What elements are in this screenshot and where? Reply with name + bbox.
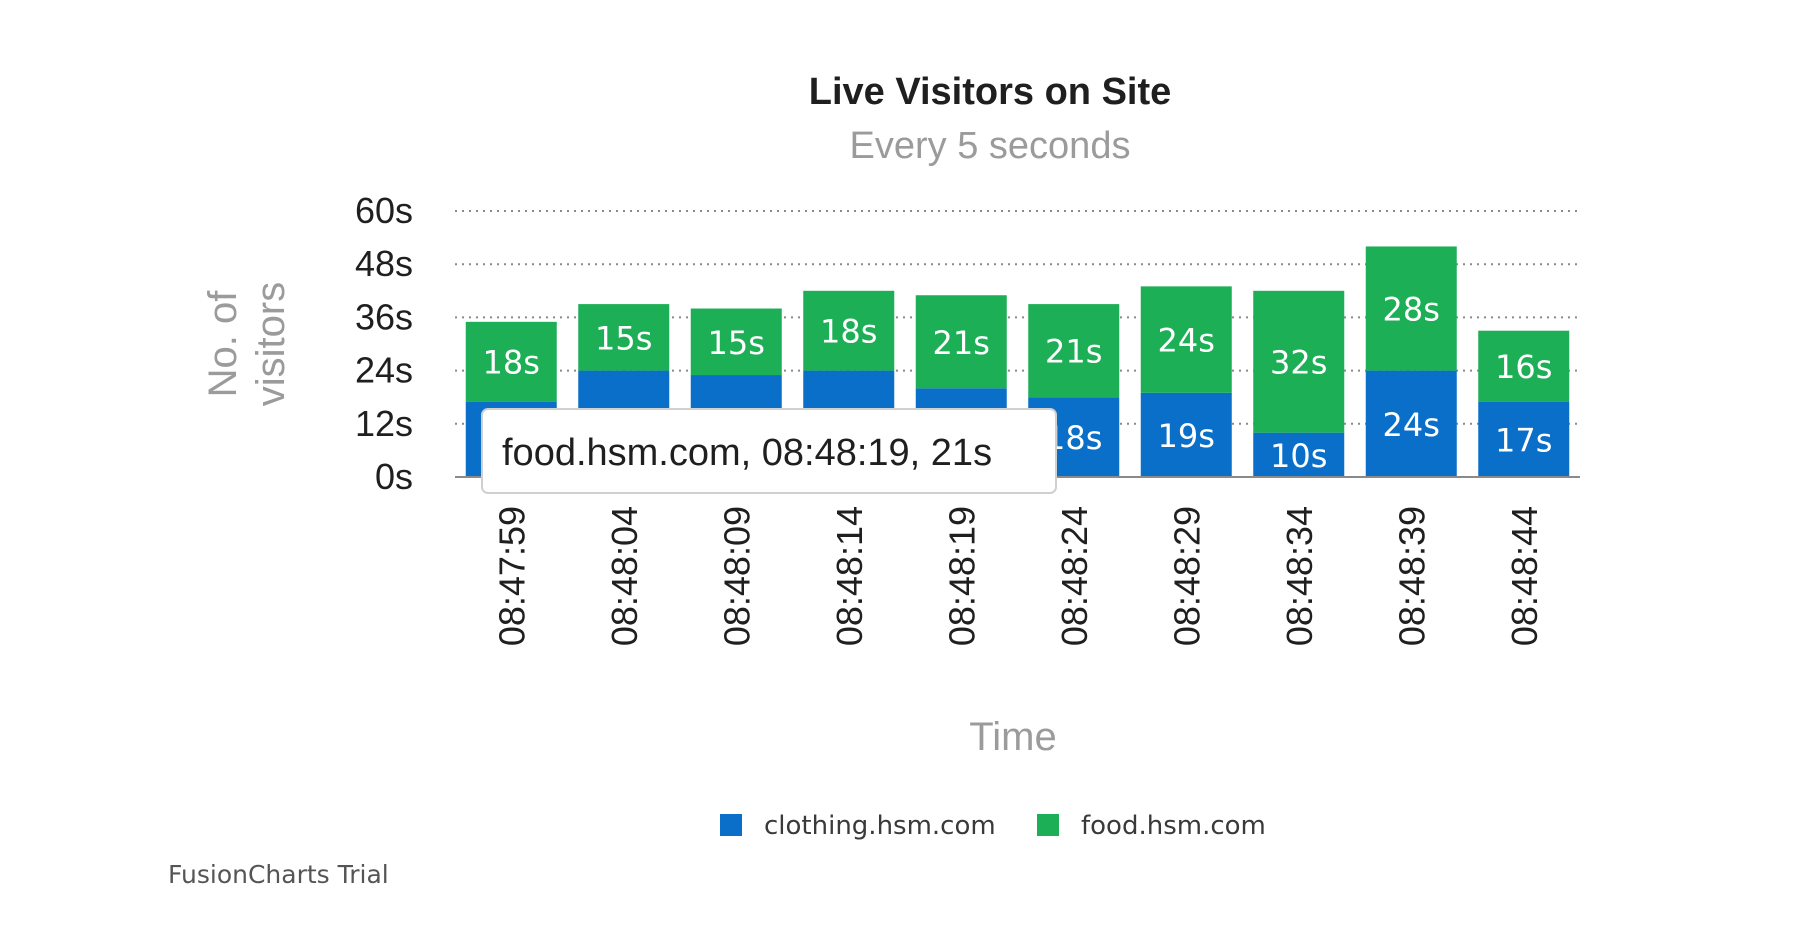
- data-label: 24s: [1383, 406, 1440, 444]
- data-label: 18s: [483, 344, 540, 382]
- x-tick-label: 08:47:59: [491, 506, 532, 646]
- data-label: 10s: [1270, 437, 1327, 475]
- bar-food: [1478, 330, 1570, 402]
- y-tick-label: 36s: [355, 296, 413, 337]
- x-axis-ticks: 08:47:59 08:48:04 08:48:09 08:48:14 08:48:19…: [491, 506, 1545, 646]
- data-label: 16s: [1495, 348, 1552, 386]
- y-axis-title: No. of visitors: [201, 282, 293, 406]
- bar-food: [803, 290, 895, 371]
- bar-clothing: [1365, 370, 1457, 477]
- legend-label: food.hsm.com: [1081, 811, 1266, 841]
- x-tick-label: 08:48:34: [1279, 506, 1320, 646]
- bar-food: [578, 304, 670, 371]
- data-label: 21s: [1045, 333, 1102, 371]
- bar-food: [690, 308, 782, 376]
- bar-food: [1028, 304, 1120, 398]
- y-tick-label: 12s: [355, 403, 413, 444]
- x-tick-label: 08:48:14: [829, 506, 870, 646]
- watermark-text: FusionCharts Trial: [168, 860, 389, 889]
- x-tick-label: 08:48:04: [604, 506, 645, 646]
- bar-food: [1365, 246, 1457, 371]
- x-tick-label: 08:48:39: [1391, 506, 1432, 646]
- x-tick-label: 08:48:09: [716, 506, 757, 646]
- data-label: 28s: [1383, 291, 1440, 329]
- tooltip: food.hsm.com, 08:48:19, 21s: [481, 408, 1057, 494]
- bar-food: [1140, 286, 1232, 393]
- y-axis-title-line-1: No. of: [201, 290, 245, 398]
- y-axis-title-line-2: visitors: [249, 282, 293, 406]
- bar-clothing: [1478, 401, 1570, 477]
- bar-food: [915, 295, 1007, 389]
- y-tick-label: 60s: [355, 190, 413, 231]
- bar-clothing: [1253, 432, 1345, 477]
- x-tick-label: 08:48:19: [941, 506, 982, 646]
- chart-title: Live Visitors on Site: [809, 71, 1172, 113]
- bar-clothing: [1140, 392, 1232, 477]
- y-axis-ticks: 0s 12s 24s 36s 48s 60s: [355, 190, 413, 497]
- x-tick-label: 08:48:24: [1054, 506, 1095, 646]
- data-label: 18s: [820, 313, 877, 351]
- y-tick-label: 24s: [355, 350, 413, 391]
- tooltip-text: food.hsm.com, 08:48:19, 21s: [502, 432, 992, 474]
- data-label: 17s: [1495, 421, 1552, 459]
- bar-food: [1253, 290, 1345, 433]
- y-tick-label: 48s: [355, 243, 413, 284]
- bar-food: [465, 321, 557, 402]
- x-tick-label: 08:48:29: [1166, 506, 1207, 646]
- tooltip-box: [481, 408, 1057, 494]
- data-label: 32s: [1270, 344, 1327, 382]
- legend-swatch: [720, 814, 742, 836]
- data-label: 19s: [1158, 417, 1215, 455]
- legend-swatch: [1037, 814, 1059, 836]
- data-label: 15s: [595, 319, 652, 357]
- data-label: 15s: [708, 324, 765, 362]
- data-label: 21s: [933, 324, 990, 362]
- data-label: 24s: [1158, 322, 1215, 360]
- x-axis-title: Time: [969, 715, 1056, 759]
- y-tick-label: 0s: [375, 456, 413, 497]
- x-tick-label: 08:48:44: [1504, 506, 1545, 646]
- chart-subtitle: Every 5 seconds: [850, 125, 1131, 167]
- legend-label: clothing.hsm.com: [764, 811, 996, 841]
- legend: clothing.hsm.com food.hsm.com: [720, 811, 1266, 841]
